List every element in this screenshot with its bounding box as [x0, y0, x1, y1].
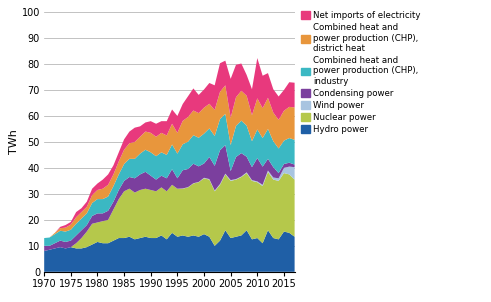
Y-axis label: TWh: TWh — [9, 130, 19, 154]
Legend: Net imports of electricity, Combined heat and
power production (CHP),
district h: Net imports of electricity, Combined hea… — [301, 11, 421, 134]
